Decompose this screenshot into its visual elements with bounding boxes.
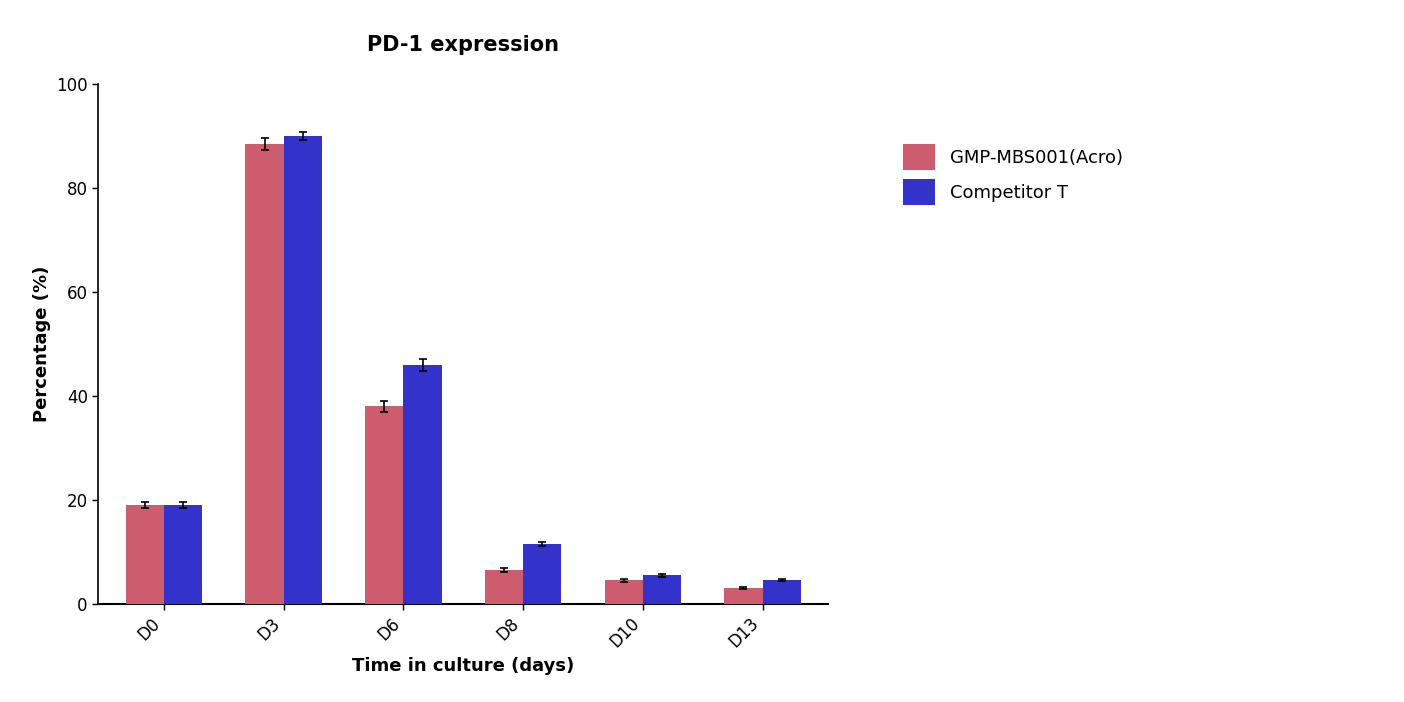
Y-axis label: Percentage (%): Percentage (%) xyxy=(32,266,51,422)
Bar xyxy=(724,588,762,604)
Bar xyxy=(246,144,284,604)
Bar xyxy=(164,505,202,604)
Legend: GMP-MBS001(Acro), Competitor T: GMP-MBS001(Acro), Competitor T xyxy=(893,135,1132,213)
Text: PD-1 expression: PD-1 expression xyxy=(368,35,559,55)
Bar xyxy=(126,505,164,604)
X-axis label: Time in culture (days): Time in culture (days) xyxy=(352,656,574,675)
Bar xyxy=(643,575,681,604)
Bar xyxy=(365,406,403,604)
Bar xyxy=(284,136,322,604)
Bar xyxy=(762,581,800,604)
Bar xyxy=(484,570,524,604)
Bar xyxy=(524,544,562,604)
Bar xyxy=(403,365,442,604)
Bar xyxy=(605,581,643,604)
